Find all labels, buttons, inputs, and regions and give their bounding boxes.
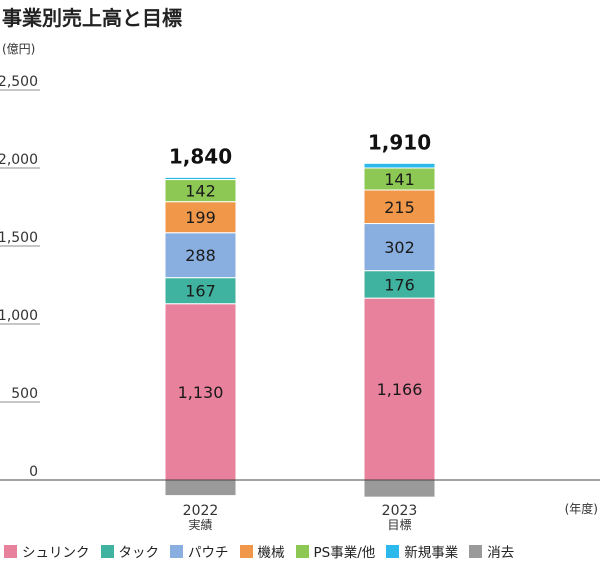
legend-swatch [170,544,183,558]
bar-total-label: 1,840 [169,144,232,168]
bar-value-label: 142 [185,182,216,201]
y-tick-label: 1,500 [0,230,38,246]
legend-label: 新規事業 [404,545,459,561]
y-tick-label: 500 [11,386,38,402]
bar-segment [363,297,436,481]
legend-item: 機械 [239,541,285,561]
bar-total-label: 1,910 [368,130,431,154]
x-tick-sublabel: 実績 [188,517,212,532]
bar-segment [164,479,237,497]
bar-value-label: 167 [185,282,216,301]
legend-item: 消去 [469,541,514,561]
legend-swatch [239,544,253,558]
x-tick-sublabel: 目標 [387,518,411,532]
legend-item: シュリンク [4,541,90,561]
legend-label: タック [118,545,160,561]
bar-segment [363,162,436,169]
legend-label: 消去 [487,545,515,561]
chart-legend: シュリンク タック パウチ 機械 PS事業/他 新規事業 消去 [4,541,525,561]
legend-item: PS事業/他 [295,541,376,561]
legend-item: パウチ [170,541,229,561]
bar-value-label: 302 [384,238,415,257]
y-tick-label: 2,500 [0,74,38,90]
legend-swatch [295,544,309,558]
bar-segment [363,223,436,272]
x-unit-label: (年度) [565,501,598,516]
legend-label: PS事業/他 [313,545,376,561]
legend-item: 新規事業 [386,541,458,561]
stacked-bar-chart: 0 500 1,000 1,500 2,000 2,500 1,130 167 288 199 14… [0,74,600,532]
legend-label: シュリンク [22,545,90,561]
bar-segment [164,277,237,305]
bar-value-label: 176 [384,275,415,294]
legend-swatch [469,544,483,558]
legend-label: パウチ [188,545,229,561]
legend-swatch [4,544,17,558]
page-title: 事業別売上高と目標 [2,6,182,30]
bar-value-label: 215 [384,198,415,217]
bar-value-label: 1,166 [377,380,423,399]
bar-segment [363,270,436,299]
bar-value-label: 1,130 [178,383,224,402]
bar-value-label: 141 [384,170,415,189]
legend-label: 機械 [257,545,285,561]
legend-item: タック [100,541,160,561]
x-tick-label: 2022 [183,503,219,519]
y-tick-label: 2,000 [0,152,38,168]
bar-segment [363,479,436,498]
y-tick-label: 0 [29,464,38,480]
bar-segment [164,232,237,279]
y-tick-label: 1,000 [0,308,38,324]
bar-value-label: 199 [185,208,216,227]
x-tick-label: 2023 [382,503,418,519]
legend-swatch [386,544,400,558]
y-unit-label: (億円) [2,42,36,56]
legend-swatch [100,544,114,558]
bar-segment [164,201,237,234]
bar-value-label: 288 [185,246,216,265]
bar-segment [164,176,237,181]
